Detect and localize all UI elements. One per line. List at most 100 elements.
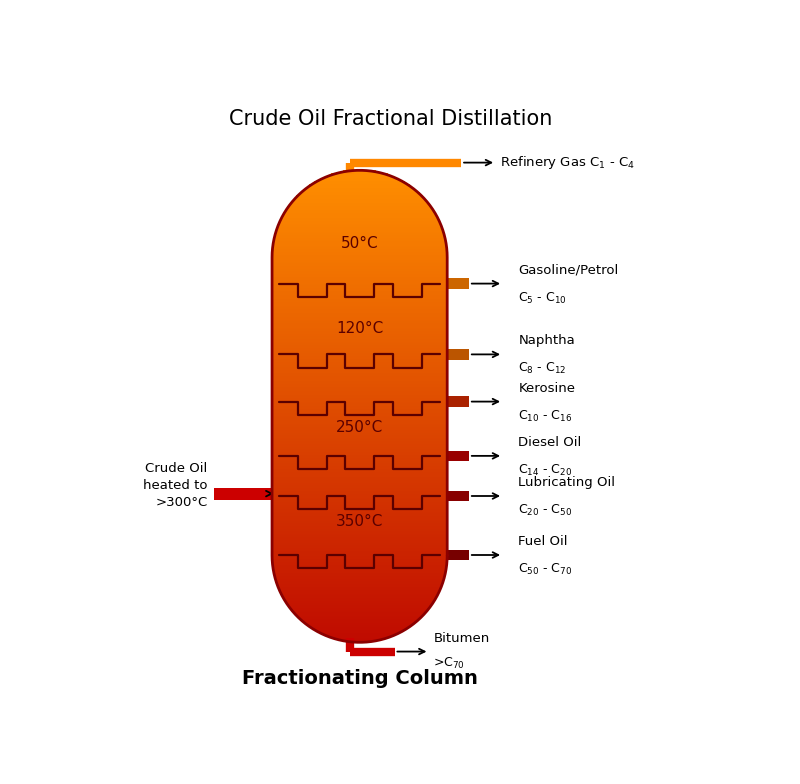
Bar: [272, 487, 447, 488]
Bar: [272, 524, 447, 526]
Bar: [278, 584, 442, 586]
Bar: [272, 428, 447, 430]
Bar: [272, 361, 447, 362]
Bar: [272, 515, 447, 517]
Bar: [277, 583, 442, 584]
Bar: [276, 230, 443, 231]
Bar: [272, 301, 447, 303]
Bar: [272, 373, 447, 375]
Bar: [272, 422, 447, 423]
Bar: [325, 634, 394, 636]
Bar: [272, 298, 447, 299]
Bar: [272, 296, 447, 298]
Bar: [272, 289, 447, 290]
Bar: [272, 504, 447, 506]
Bar: [272, 444, 447, 445]
Bar: [300, 192, 419, 194]
Bar: [272, 270, 447, 271]
Bar: [272, 436, 447, 437]
Bar: [281, 217, 438, 219]
Bar: [272, 554, 447, 556]
Bar: [272, 468, 447, 470]
Bar: [281, 592, 438, 593]
Bar: [280, 219, 439, 220]
Bar: [272, 545, 447, 546]
Bar: [272, 529, 447, 531]
Bar: [274, 572, 446, 573]
Text: Fractionating Column: Fractionating Column: [242, 669, 478, 688]
Bar: [272, 256, 447, 257]
Bar: [272, 310, 447, 312]
Bar: [277, 228, 443, 230]
Bar: [272, 473, 447, 474]
Bar: [288, 604, 431, 606]
Bar: [272, 400, 447, 401]
Bar: [272, 257, 447, 259]
Bar: [272, 329, 447, 331]
Bar: [290, 608, 429, 609]
Bar: [272, 317, 447, 318]
Bar: [272, 372, 447, 373]
Bar: [272, 479, 447, 481]
Bar: [305, 187, 414, 189]
Bar: [272, 543, 447, 545]
Bar: [272, 546, 447, 548]
Bar: [272, 260, 447, 262]
Bar: [447, 278, 469, 289]
Text: C$_{14}$ - C$_{20}$: C$_{14}$ - C$_{20}$: [518, 463, 573, 478]
Text: Lubricating Oil: Lubricating Oil: [518, 476, 615, 489]
Bar: [274, 573, 445, 575]
Bar: [272, 281, 447, 282]
Bar: [272, 437, 447, 439]
Bar: [272, 430, 447, 431]
Bar: [272, 252, 447, 254]
Text: Naphtha: Naphtha: [518, 335, 575, 347]
Bar: [272, 314, 447, 315]
Bar: [310, 626, 409, 628]
Bar: [272, 383, 447, 384]
Bar: [272, 359, 447, 361]
Bar: [286, 209, 434, 211]
Text: Crude Oil Fractional Distillation: Crude Oil Fractional Distillation: [229, 109, 552, 129]
Bar: [327, 175, 392, 176]
Bar: [272, 392, 447, 394]
Bar: [272, 292, 447, 293]
Bar: [272, 325, 447, 326]
Text: 350°C: 350°C: [336, 514, 383, 529]
Bar: [272, 293, 447, 295]
Bar: [289, 205, 430, 206]
Bar: [272, 517, 447, 518]
Bar: [272, 354, 447, 356]
Bar: [294, 198, 426, 200]
Bar: [290, 203, 430, 205]
Bar: [272, 501, 447, 503]
Bar: [272, 521, 447, 523]
Bar: [273, 248, 446, 249]
Bar: [329, 636, 390, 637]
Bar: [272, 485, 447, 487]
Bar: [273, 245, 446, 246]
Bar: [272, 535, 447, 537]
Bar: [289, 606, 430, 608]
Bar: [272, 290, 447, 292]
Bar: [272, 340, 447, 342]
Bar: [307, 186, 412, 187]
Bar: [294, 612, 425, 614]
Bar: [301, 619, 418, 620]
Bar: [272, 476, 447, 477]
Bar: [272, 370, 447, 372]
Bar: [279, 589, 440, 590]
Bar: [282, 593, 438, 595]
Bar: [336, 172, 383, 173]
Bar: [272, 448, 447, 450]
Bar: [272, 320, 447, 321]
Bar: [272, 506, 447, 507]
Bar: [272, 503, 447, 504]
Bar: [272, 532, 447, 534]
Bar: [273, 565, 446, 567]
Bar: [278, 225, 442, 227]
Bar: [275, 234, 444, 235]
Bar: [272, 271, 447, 273]
Bar: [272, 499, 447, 501]
Bar: [272, 409, 447, 411]
